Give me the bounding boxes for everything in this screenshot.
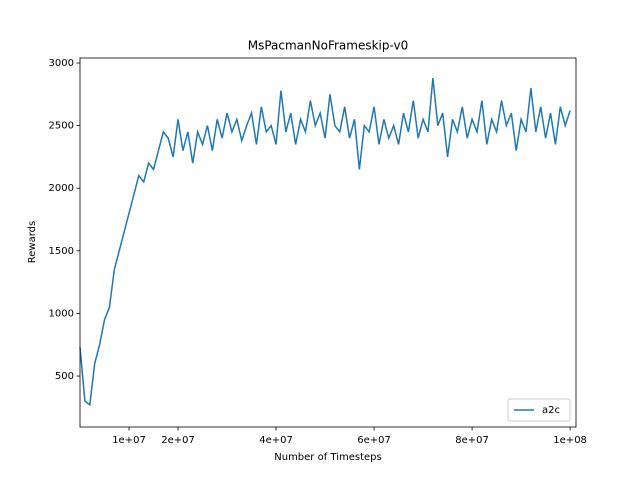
chart-title: MsPacmanNoFrameskip-v0: [248, 39, 409, 53]
y-tick-label: 2000: [49, 183, 74, 194]
axes-frame: [79, 57, 577, 428]
x-tick-label: 2e+07: [161, 435, 195, 446]
x-axis-label: Number of Timesteps: [274, 452, 381, 463]
legend-label: a2c: [542, 405, 560, 416]
y-tick-label: 500: [55, 371, 74, 382]
y-tick-label: 1500: [49, 246, 74, 257]
y-tick-label: 1000: [49, 308, 74, 319]
y-tick-label: 3000: [49, 58, 74, 69]
x-tick-label: 1e+07: [112, 435, 146, 446]
x-tick-label: 4e+07: [259, 435, 293, 446]
y-axis-label: Rewards: [27, 221, 38, 263]
x-tick-label: 1e+08: [553, 435, 587, 446]
legend-box: [507, 398, 571, 422]
x-tick-label: 6e+07: [357, 435, 391, 446]
x-tick-label: 8e+07: [455, 435, 489, 446]
y-tick-label: 2500: [49, 121, 74, 132]
series-line: [79, 77, 571, 407]
